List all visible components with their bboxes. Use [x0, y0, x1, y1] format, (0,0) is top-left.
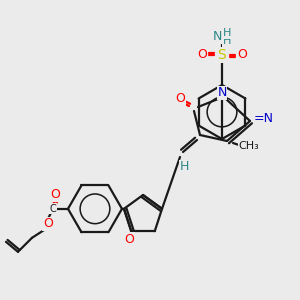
Text: CH₃: CH₃ — [238, 141, 260, 151]
Text: N: N — [217, 86, 227, 100]
Text: S: S — [218, 48, 226, 62]
Text: =N: =N — [254, 112, 274, 125]
Text: H: H — [223, 36, 231, 46]
Text: O: O — [237, 49, 247, 62]
Text: H: H — [223, 28, 231, 38]
Text: O: O — [43, 217, 53, 230]
Text: O: O — [50, 188, 60, 201]
Text: H: H — [179, 160, 189, 173]
Text: C: C — [50, 204, 56, 214]
Text: O: O — [175, 92, 185, 106]
Text: N: N — [212, 31, 222, 44]
Text: O: O — [197, 49, 207, 62]
Text: O: O — [124, 233, 134, 246]
